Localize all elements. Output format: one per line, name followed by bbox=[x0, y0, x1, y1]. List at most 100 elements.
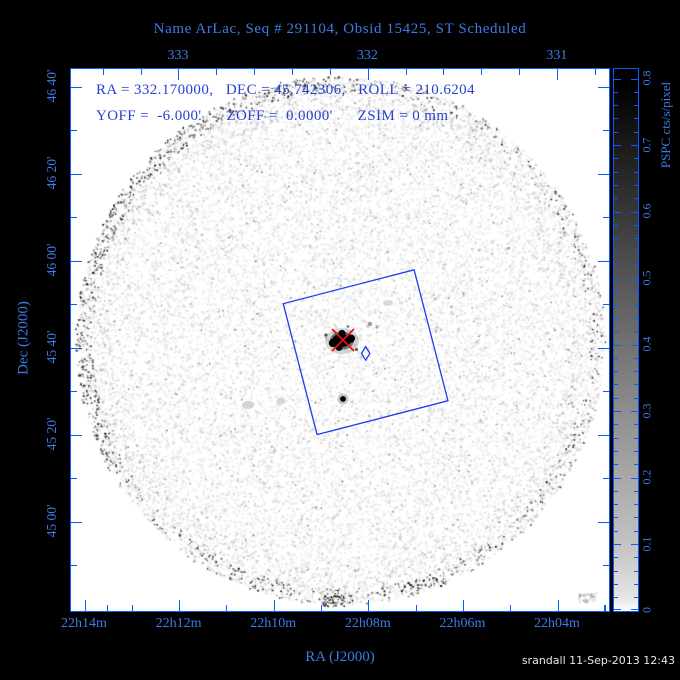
colorbar-tick-label: 0.8 bbox=[639, 70, 654, 86]
ra-tick-label: 22h14m bbox=[61, 616, 107, 631]
dec-tick-label: 46 00' bbox=[44, 243, 59, 277]
axis-tick bbox=[614, 238, 618, 240]
axis-tick bbox=[631, 411, 638, 412]
pointing-info-line1: RA = 332.170000, DEC = 45.742306, ROLL =… bbox=[96, 82, 475, 98]
axis-tick bbox=[556, 69, 558, 80]
axis-tick bbox=[603, 565, 609, 566]
axis-tick bbox=[634, 357, 638, 359]
axis-tick bbox=[634, 131, 638, 133]
axis-tick bbox=[614, 224, 618, 226]
axis-tick bbox=[614, 437, 618, 439]
axis-tick bbox=[614, 504, 618, 506]
axis-tick bbox=[604, 605, 606, 611]
axis-tick bbox=[226, 605, 228, 611]
ra-tick-label: 22h06m bbox=[439, 616, 486, 631]
ra-tick-label: 22h12m bbox=[155, 616, 202, 631]
aimpoint-diamond-icon bbox=[360, 345, 371, 362]
axis-tick bbox=[614, 78, 621, 80]
axis-tick bbox=[614, 145, 621, 146]
axis-tick bbox=[598, 434, 609, 436]
axis-tick bbox=[631, 544, 638, 545]
axis-tick bbox=[634, 264, 638, 266]
colorbar-tick-label: 0.3 bbox=[639, 403, 654, 418]
axis-tick bbox=[614, 557, 618, 559]
axis-tick bbox=[614, 477, 621, 479]
axis-tick bbox=[614, 211, 621, 213]
ra-axis-title: RA (J2000) bbox=[305, 649, 375, 665]
ra-tick-label: 22h10m bbox=[250, 616, 297, 631]
axis-tick bbox=[614, 597, 618, 599]
axis-tick bbox=[510, 605, 512, 611]
axis-tick bbox=[614, 411, 621, 412]
colorbar bbox=[613, 68, 639, 612]
axis-tick bbox=[614, 608, 621, 610]
axis-tick bbox=[71, 565, 77, 566]
axis-tick bbox=[631, 344, 638, 346]
axis-tick bbox=[598, 86, 609, 88]
plot-title: Name ArLac, Seq # 291104, Obsid 15425, S… bbox=[153, 21, 527, 37]
axis-tick bbox=[634, 91, 638, 93]
axis-tick bbox=[614, 490, 618, 492]
top-axis-tick-label: 332 bbox=[356, 48, 378, 63]
dec-tick-label: 45 00' bbox=[44, 504, 59, 538]
axis-tick bbox=[634, 397, 638, 399]
axis-tick bbox=[273, 600, 275, 611]
axis-tick bbox=[368, 600, 370, 611]
colorbar-tick-label: 0.1 bbox=[639, 536, 654, 551]
axis-tick bbox=[634, 371, 638, 373]
axis-tick bbox=[598, 260, 609, 262]
axis-tick bbox=[603, 130, 609, 131]
axis-tick bbox=[614, 158, 618, 160]
axis-tick bbox=[614, 278, 621, 279]
axis-tick bbox=[443, 69, 445, 75]
axis-tick bbox=[614, 357, 618, 359]
axis-tick bbox=[594, 69, 596, 75]
dec-tick-label: 46 20' bbox=[44, 156, 59, 190]
axis-tick bbox=[634, 490, 638, 492]
axis-tick bbox=[631, 477, 638, 479]
axis-tick bbox=[71, 217, 77, 218]
credit-text: srandall 11-Sep-2013 12:43 bbox=[521, 654, 675, 667]
axis-tick bbox=[634, 331, 638, 333]
axis-tick bbox=[634, 251, 638, 253]
axis-tick bbox=[634, 224, 638, 226]
axis-tick bbox=[634, 530, 638, 532]
axis-tick bbox=[631, 78, 638, 80]
plot-frame: RA = 332.170000, DEC = 45.742306, ROLL =… bbox=[70, 68, 610, 612]
point-source bbox=[337, 393, 349, 405]
axis-tick bbox=[614, 570, 618, 572]
axis-tick bbox=[603, 478, 609, 479]
axis-tick bbox=[614, 371, 618, 373]
ra-tick-label: 22h08m bbox=[344, 616, 391, 631]
axis-tick bbox=[634, 437, 638, 439]
axis-tick bbox=[614, 517, 618, 519]
axis-tick bbox=[634, 171, 638, 173]
axis-tick bbox=[557, 600, 559, 611]
colorbar-tick-label: 0.7 bbox=[639, 137, 654, 152]
axis-tick bbox=[614, 331, 618, 333]
axis-tick bbox=[614, 464, 618, 466]
axis-tick bbox=[634, 450, 638, 452]
axis-tick bbox=[71, 391, 77, 392]
axis-tick bbox=[614, 198, 618, 200]
axis-tick bbox=[102, 69, 104, 75]
axis-tick bbox=[634, 184, 638, 186]
axis-tick bbox=[321, 605, 322, 611]
faint-smudge bbox=[276, 397, 286, 405]
ra-tick-label: 22h04m bbox=[534, 616, 580, 631]
dec-tick-label: 46 40' bbox=[44, 69, 59, 103]
axis-tick bbox=[254, 69, 256, 75]
axis-tick bbox=[634, 291, 638, 293]
axis-tick bbox=[614, 450, 618, 452]
colorbar-tick-label: 0 bbox=[639, 607, 654, 613]
axis-tick bbox=[84, 600, 86, 611]
axis-tick bbox=[614, 384, 618, 386]
colorbar-tick-label: 0.2 bbox=[639, 469, 654, 485]
axis-tick bbox=[631, 145, 638, 146]
axis-tick bbox=[634, 597, 638, 599]
axis-tick bbox=[179, 600, 181, 611]
axis-tick bbox=[603, 391, 609, 392]
axis-tick bbox=[71, 347, 82, 349]
axis-tick bbox=[603, 304, 609, 305]
faint-smudge bbox=[383, 300, 393, 306]
